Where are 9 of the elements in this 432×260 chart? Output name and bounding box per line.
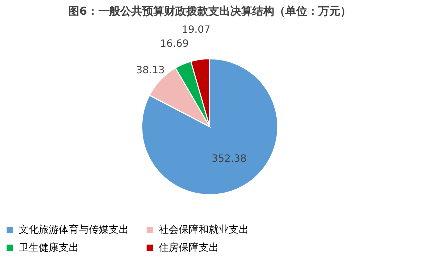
chart-title: 图6：一般公共预算财政拨款支出决算结构（单位：万元） xyxy=(68,4,352,18)
legend-label: 社会保障和就业支出 xyxy=(159,224,249,236)
data-label: 352.38 xyxy=(212,154,247,165)
legend-label: 卫生健康支出 xyxy=(19,242,79,254)
legend-label: 文化旅游体育与传媒支出 xyxy=(19,224,129,236)
legend-label: 住房保障支出 xyxy=(159,242,219,254)
data-label: 16.69 xyxy=(160,39,189,50)
data-label: 38.13 xyxy=(136,65,166,76)
data-label: 19.07 xyxy=(182,24,211,36)
